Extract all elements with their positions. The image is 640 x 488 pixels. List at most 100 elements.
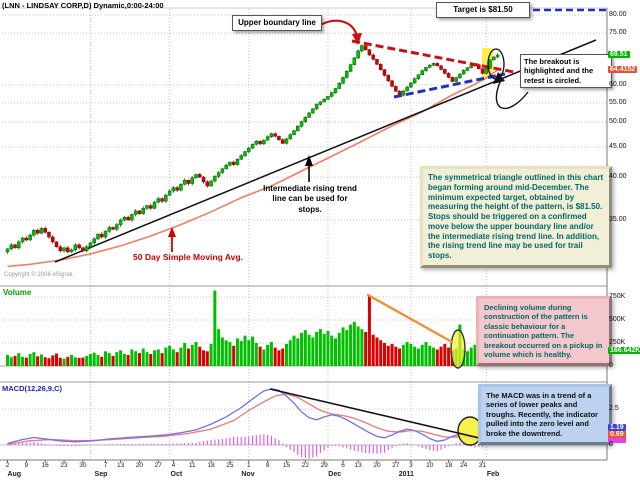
volume-bar — [85, 355, 89, 366]
volume-bar — [13, 355, 17, 366]
volume-bar — [413, 346, 417, 366]
volume-note: Declining volume during construction of … — [476, 296, 612, 367]
candle-body — [329, 92, 334, 97]
macd-tick-label: 2.5 — [609, 405, 619, 412]
price-tick-label: 55.00 — [609, 99, 627, 106]
price-tick-label: 50.00 — [609, 118, 627, 125]
candle-body — [495, 54, 500, 58]
volume-bar — [47, 358, 51, 366]
volume-bar — [375, 337, 379, 366]
volume-bar — [28, 354, 32, 366]
volume-bar — [447, 347, 451, 366]
day-tick-label: 18 — [207, 462, 215, 469]
candle-body — [213, 176, 217, 182]
candle-body — [164, 194, 168, 202]
volume-bar — [266, 344, 270, 366]
volume-bar — [303, 330, 307, 366]
candle-body — [363, 45, 368, 50]
annotation-arrows — [168, 19, 529, 252]
volume-bar — [202, 350, 206, 366]
candle-body — [247, 147, 251, 152]
candle-body — [307, 112, 311, 118]
candle-body — [341, 77, 345, 84]
month-tick-label: Feb — [486, 471, 500, 478]
candle-body — [115, 224, 119, 230]
candle-body — [254, 141, 259, 145]
volume-bar — [337, 332, 341, 366]
volume-bar — [247, 340, 251, 366]
day-tick-label: 23 — [60, 462, 68, 469]
copyright-text: Copyright © 2006 eSignal. — [4, 272, 75, 278]
macd-line — [7, 388, 498, 445]
macd-histogram — [6, 434, 499, 459]
volume-bar — [469, 347, 473, 366]
price-tick-label: 45.00 — [609, 143, 627, 150]
volume-bar — [70, 354, 74, 366]
candle-body — [13, 244, 17, 249]
volume-bar — [62, 358, 66, 366]
day-tick-label: 13 — [116, 462, 125, 469]
day-tick-label: 7 — [103, 462, 108, 469]
candle-body — [443, 69, 447, 74]
candlestick-series — [5, 43, 500, 254]
candle-body — [326, 96, 330, 100]
candle-body — [69, 249, 74, 253]
month-tick-label: Nov — [241, 471, 255, 478]
volume-bar — [432, 347, 436, 366]
candle-body — [258, 141, 262, 145]
volume-bar — [239, 341, 243, 366]
volume-bar — [21, 356, 25, 366]
volume-bar — [367, 296, 371, 366]
volume-bar — [296, 338, 300, 366]
volume-bar — [134, 351, 138, 366]
volume-bar — [288, 340, 292, 366]
volume-bar — [273, 347, 277, 366]
day-tick-label: 2 — [5, 462, 10, 469]
moving-average-label: 50 Day Simple Moving Avg. — [133, 252, 243, 262]
day-tick-label: 16 — [41, 462, 49, 469]
volume-bar — [311, 337, 315, 366]
rising-trend-line — [54, 39, 597, 263]
upper-boundary-arrowhead — [352, 33, 362, 45]
candle-body — [303, 117, 308, 122]
volume-bar — [43, 357, 47, 366]
candle-body — [280, 139, 285, 144]
volume-bar — [122, 354, 126, 366]
volume-bar — [104, 351, 108, 366]
volume-bar — [371, 334, 375, 366]
candle-body — [130, 214, 134, 221]
candle-body — [292, 130, 296, 135]
candle-body — [81, 247, 85, 252]
candle-body — [107, 227, 112, 232]
candle-body — [458, 73, 462, 78]
candle-body — [100, 233, 104, 238]
candle-body — [24, 237, 29, 241]
price-tick-label: 40.00 — [609, 173, 627, 180]
volume-bar — [360, 329, 364, 366]
volume-bar — [465, 351, 469, 366]
price-tick-label: 60.00 — [609, 81, 627, 88]
volume-bar — [198, 346, 202, 366]
candle-body — [337, 82, 342, 89]
candle-body — [149, 205, 153, 209]
day-tick-label: 10 — [426, 462, 434, 469]
ma50-line — [7, 69, 499, 268]
volume-bar — [160, 353, 164, 366]
candle-body — [394, 86, 398, 92]
candle-body — [262, 139, 266, 145]
candle-body — [465, 67, 470, 71]
day-tick-label: 13 — [354, 462, 362, 469]
volume-bar — [345, 330, 349, 366]
day-tick-label: 1 — [246, 462, 251, 469]
volume-bar — [224, 340, 228, 366]
candle-body — [58, 246, 63, 252]
price-current-label: 69.51 — [608, 51, 630, 58]
lower-boundary-dashed-line — [393, 72, 506, 99]
volume-bar — [439, 346, 443, 366]
candle-body — [273, 133, 277, 137]
breakout-arrowhead — [493, 72, 505, 84]
volume-bar — [168, 345, 172, 366]
volume-bar — [153, 350, 157, 366]
month-tick-label: Dec — [328, 471, 342, 478]
volume-bar — [394, 346, 398, 366]
